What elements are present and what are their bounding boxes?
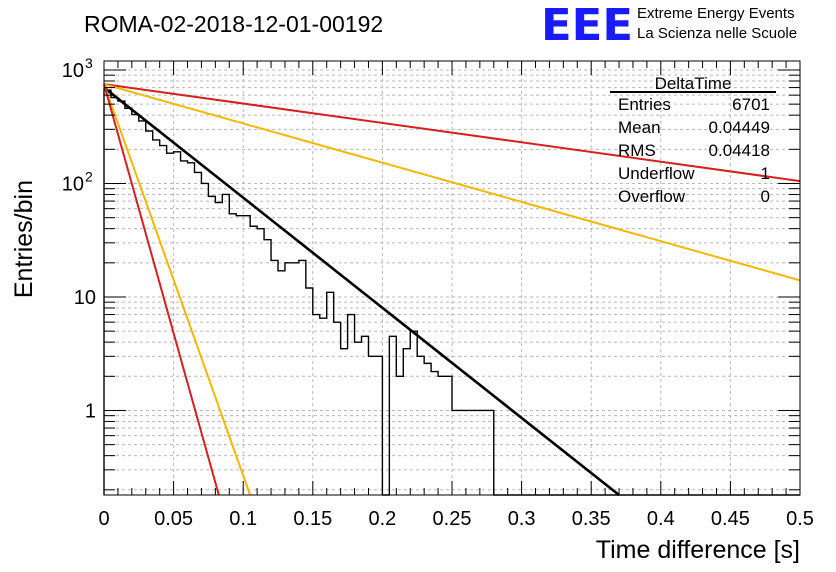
x-tick-label: 0.2 (368, 508, 396, 530)
y-axis-label: Entries/bin (10, 180, 38, 298)
x-tick-label: 0.05 (154, 508, 193, 530)
stats-label-overflow: Overflow (618, 187, 686, 206)
axis-ticks: 0 0.05 0.1 0.15 0.2 0.25 0.3 0.35 0.4 0.45 0.51101… (62, 55, 814, 530)
stats-box: DeltaTime Entries 6701 Mean 0.04449 RMS … (610, 74, 776, 206)
fit-line-1 (103, 86, 620, 497)
y-tick-exponent: 2 (85, 168, 93, 184)
x-tick-label: 0.1 (229, 508, 257, 530)
stats-label-entries: Entries (618, 95, 671, 114)
stats-label-rms: RMS (618, 141, 656, 160)
stats-value-underflow: 1 (761, 164, 770, 183)
fit-line-2 (103, 83, 801, 183)
x-tick-label: 0.15 (293, 508, 332, 530)
fit-line-3 (103, 83, 801, 282)
chart-title: ROMA-02-2018-12-01-00192 (84, 11, 383, 37)
fit-line-4 (103, 83, 252, 496)
x-tick-label: 0.45 (711, 508, 750, 530)
fit-lines (103, 83, 801, 497)
eee-logo: EEE Extreme Energy Events La Scienza nel… (541, 0, 797, 51)
logo-line-2: La Scienza nelle Scuole (637, 25, 797, 42)
eee-logo-mark: EEE (541, 0, 633, 51)
stats-label-underflow: Underflow (618, 164, 695, 183)
y-tick-exponent: 3 (85, 55, 93, 71)
stats-value-overflow: 0 (761, 187, 770, 206)
x-tick-label: 0.3 (508, 508, 536, 530)
y-tick-label: 10 (74, 287, 96, 309)
x-tick-label: 0.5 (786, 508, 814, 530)
fit-line-5 (103, 83, 220, 496)
y-tick-label: 10 (62, 60, 84, 82)
logo-line-1: Extreme Energy Events (637, 5, 795, 22)
stats-value-rms: 0.04418 (709, 141, 770, 160)
y-tick-label: 1 (85, 400, 96, 422)
stats-label-mean: Mean (618, 118, 661, 137)
x-tick-label: 0.25 (433, 508, 472, 530)
x-tick-label: 0.35 (572, 508, 611, 530)
x-axis-label: Time difference [s] (596, 536, 800, 564)
stats-value-mean: 0.04449 (709, 118, 770, 137)
stats-title: DeltaTime (655, 74, 732, 93)
x-tick-label: 0.4 (647, 508, 675, 530)
x-tick-label: 0 (98, 508, 109, 530)
y-tick-label: 10 (62, 173, 84, 195)
grid (104, 61, 800, 495)
stats-value-entries: 6701 (732, 95, 770, 114)
